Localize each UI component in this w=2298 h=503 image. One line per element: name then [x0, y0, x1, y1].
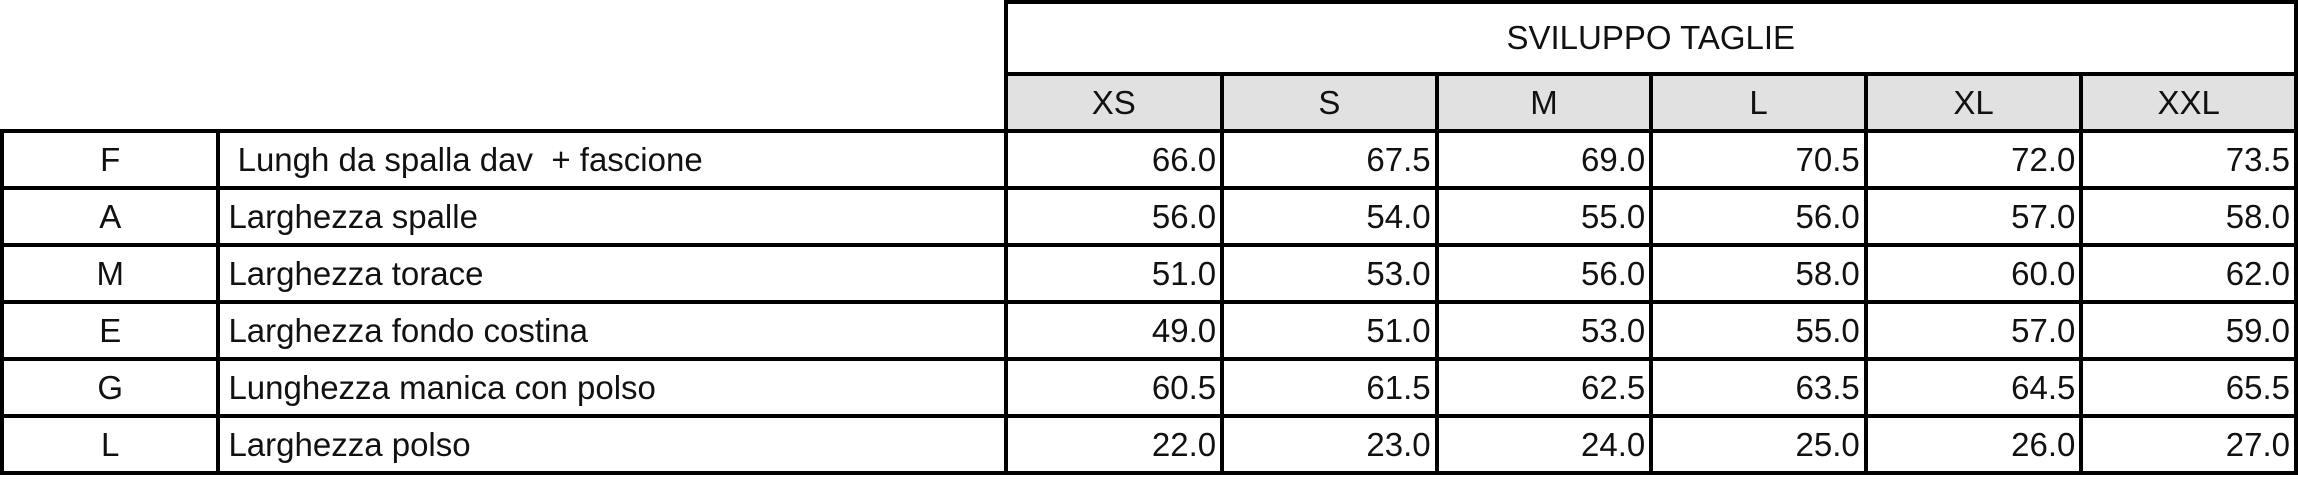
measure-value: 57.0 [1863, 186, 2084, 247]
measure-value: 62.5 [1434, 357, 1654, 418]
measure-code: L [0, 414, 221, 475]
measure-code: A [0, 186, 221, 247]
measure-value: 49.0 [1003, 300, 1225, 361]
table-row: M Larghezza torace 51.0 53.0 56.0 58.0 60.0 62.… [0, 243, 2298, 304]
measure-value: 58.0 [2079, 186, 2298, 247]
measure-value: 73.5 [2079, 129, 2298, 190]
measure-value: 23.0 [1220, 414, 1439, 475]
measure-value: 63.5 [1649, 357, 1868, 418]
measure-value: 27.0 [2079, 414, 2298, 475]
size-header-m: M [1434, 72, 1654, 133]
empty-corner [2, 2, 1006, 131]
measure-value: 65.5 [2079, 357, 2298, 418]
measure-value: 51.0 [1220, 300, 1439, 361]
measure-label: Larghezza spalle [216, 186, 1008, 247]
measure-value: 55.0 [1649, 300, 1868, 361]
measure-value: 53.0 [1434, 300, 1654, 361]
measure-value: 51.0 [1003, 243, 1225, 304]
table-row: G Lunghezza manica con polso 60.5 61.5 62.5 6… [0, 357, 2298, 418]
measure-code: M [0, 243, 221, 304]
measure-value: 57.0 [1863, 300, 2084, 361]
size-header-l: L [1649, 72, 1868, 133]
measure-value: 56.0 [1003, 186, 1225, 247]
measure-value: 59.0 [2079, 300, 2298, 361]
measure-value: 55.0 [1434, 186, 1654, 247]
measure-label: Larghezza fondo costina [216, 300, 1008, 361]
measure-label: Lungh da spalla dav + fascione [216, 129, 1008, 190]
title-row: SVILUPPO TAGLIE [2, 0, 2298, 76]
measure-label: Larghezza polso [216, 414, 1008, 475]
measure-value: 53.0 [1220, 243, 1439, 304]
size-chart-table: SVILUPPO TAGLIE XS S M L XL XXL F Lungh … [0, 0, 2298, 475]
measure-value: 58.0 [1649, 243, 1868, 304]
measure-value: 26.0 [1863, 414, 2084, 475]
size-header-xs: XS [1003, 72, 1225, 133]
measure-value: 22.0 [1003, 414, 1225, 475]
measure-value: 60.0 [1863, 243, 2084, 304]
measure-value: 60.5 [1003, 357, 1225, 418]
size-header-xl: XL [1863, 72, 2084, 133]
measure-value: 56.0 [1649, 186, 1868, 247]
measure-code: E [0, 300, 221, 361]
measure-value: 66.0 [1003, 129, 1225, 190]
size-header-xxl: XXL [2079, 72, 2298, 133]
measure-code: F [0, 129, 221, 190]
measure-label: Larghezza torace [216, 243, 1008, 304]
table-row: F Lungh da spalla dav + fascione 66.0 67.5… [0, 129, 2298, 190]
measure-value: 69.0 [1434, 129, 1654, 190]
measure-value: 54.0 [1220, 186, 1439, 247]
measure-value: 56.0 [1434, 243, 1654, 304]
measure-value: 61.5 [1220, 357, 1439, 418]
measure-label: Lunghezza manica con polso [216, 357, 1008, 418]
measure-value: 72.0 [1863, 129, 2084, 190]
measure-value: 25.0 [1649, 414, 1868, 475]
measure-value: 24.0 [1434, 414, 1654, 475]
measure-value: 70.5 [1649, 129, 1868, 190]
table-row: E Larghezza fondo costina 49.0 51.0 53.0 55.0… [0, 300, 2298, 361]
size-header-row: XS S M L XL XXL [2, 72, 2298, 133]
measure-value: 64.5 [1863, 357, 2084, 418]
table-title: SVILUPPO TAGLIE [1003, 0, 2298, 76]
measure-value: 62.0 [2079, 243, 2298, 304]
size-header-s: S [1220, 72, 1439, 133]
measure-value: 67.5 [1220, 129, 1439, 190]
table-row: L Larghezza polso 22.0 23.0 24.0 25.0 26.0 27.0 [0, 414, 2298, 475]
measure-code: G [0, 357, 221, 418]
table-row: A Larghezza spalle 56.0 54.0 55.0 56.0 57.0 58.… [0, 186, 2298, 247]
